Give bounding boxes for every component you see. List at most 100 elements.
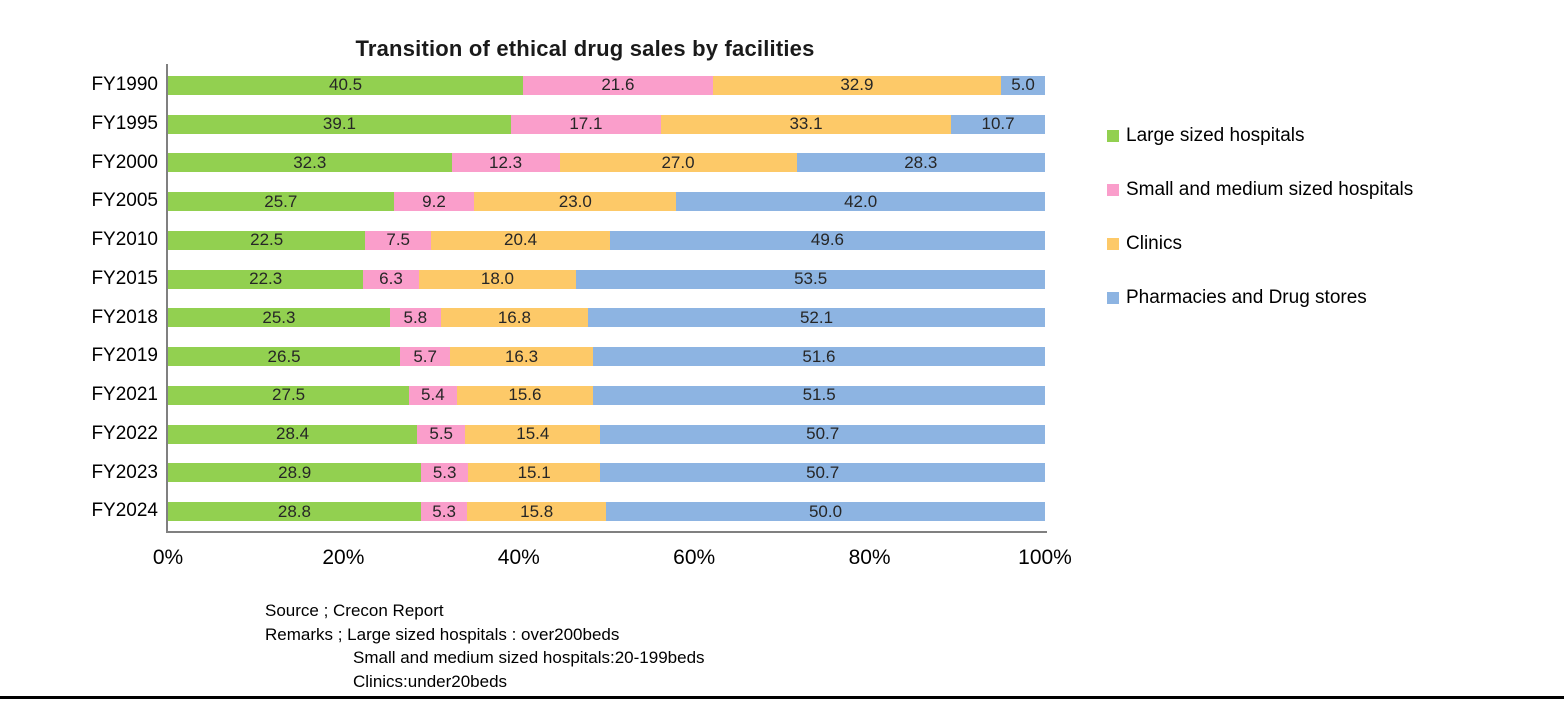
source-notes: Source ; Crecon Report Remarks ; Large s… xyxy=(265,599,705,693)
bar-segment: 25.3 xyxy=(168,307,390,328)
bar-value-label: 17.1 xyxy=(569,114,603,134)
bar-segment: 5.4 xyxy=(409,385,457,405)
bar-value-label: 15.6 xyxy=(508,385,542,405)
y-axis-label: FY2018 xyxy=(91,306,158,328)
bar-value-label: 5.3 xyxy=(432,501,456,521)
bar-value-label: 50.0 xyxy=(808,501,843,521)
bar-segment: 12.3 xyxy=(451,152,560,173)
bar-segment: 39.1 xyxy=(168,114,511,134)
bar-segment: 21.6 xyxy=(523,75,713,95)
bar-row-fy2022: 28.4 5.5 15.4 50.7 xyxy=(168,415,1045,454)
bar-segment: 6.3 xyxy=(363,269,419,289)
bar-segment: 5.0 xyxy=(1001,75,1045,95)
bar-value-label: 28.8 xyxy=(277,501,311,521)
bar-value-label: 15.8 xyxy=(520,501,554,521)
x-axis-tick: 80% xyxy=(848,546,891,569)
bar-segment: 32.3 xyxy=(168,153,452,173)
x-axis-tick: 20% xyxy=(322,546,365,569)
bar-segment: 15.6 xyxy=(456,385,594,405)
bar-value-label: 23.0 xyxy=(558,191,592,211)
bar-segment: 28.9 xyxy=(168,462,422,483)
bar-value-label: 15.1 xyxy=(517,462,551,482)
bar-value-label: 5.8 xyxy=(403,307,428,327)
bar-segment: 25.7 xyxy=(168,192,394,212)
bar-segment: 5.8 xyxy=(389,307,441,328)
bar-row-fy2015: 22.3 6.3 18.0 53.5 xyxy=(168,260,1045,299)
bar-segment: 26.5 xyxy=(168,347,401,367)
y-axis-label: FY2022 xyxy=(91,422,158,444)
bar-value-label: 5.0 xyxy=(1011,75,1035,95)
bar-segment: 16.8 xyxy=(440,307,589,328)
y-axis-label: FY2010 xyxy=(91,229,158,250)
bar-segment: 10.7 xyxy=(951,114,1045,134)
y-axis-labels: FY1990 FY1995 FY2000 FY2005 FY2010 FY2015 FY20… xyxy=(0,66,158,531)
note-source: Source ; Crecon Report xyxy=(265,601,444,620)
bar-segment: 42.0 xyxy=(676,191,1045,212)
legend-item-clinics: Clinics xyxy=(1107,230,1413,257)
bar-segment: 40.5 xyxy=(168,75,524,95)
y-axis-label: FY2005 xyxy=(91,190,158,212)
bar-segment: 32.9 xyxy=(712,75,1002,95)
bar-value-label: 49.6 xyxy=(810,230,845,250)
bar-segment: 23.0 xyxy=(474,191,677,212)
bottom-border-line xyxy=(0,696,1564,699)
bar-value-label: 53.5 xyxy=(794,269,828,289)
bar-value-label: 16.8 xyxy=(497,307,531,327)
legend-label: Large sized hospitals xyxy=(1126,124,1305,146)
bar-segment: 52.1 xyxy=(588,308,1045,328)
chart-title: Transition of ethical drug sales by faci… xyxy=(355,36,815,61)
legend: Large sized hospitals Small and medium s… xyxy=(1107,122,1413,338)
bar-value-label: 27.5 xyxy=(272,385,306,405)
bar-value-label: 12.3 xyxy=(488,152,523,172)
bar-row-fy2024: 28.8 5.3 15.8 50.0 xyxy=(168,492,1045,531)
bar-segment: 5.3 xyxy=(421,463,468,483)
bar-value-label: 22.3 xyxy=(249,269,283,289)
bar-segment: 28.3 xyxy=(796,153,1045,173)
legend-item-small-medium-hospitals: Small and medium sized hospitals xyxy=(1107,176,1413,203)
bar-segment: 28.8 xyxy=(168,501,421,522)
bar-value-label: 6.3 xyxy=(379,269,403,289)
bar-value-label: 42.0 xyxy=(844,191,878,211)
legend-item-large-hospitals: Large sized hospitals xyxy=(1107,122,1413,149)
bar-value-label: 28.9 xyxy=(278,462,312,482)
bar-row-fy1990: 40.5 21.6 32.9 5.0 xyxy=(168,66,1045,105)
legend-label: Clinics xyxy=(1126,232,1182,254)
bar-value-label: 5.7 xyxy=(413,346,437,366)
y-axis-label: FY1995 xyxy=(91,112,158,134)
bar-value-label: 16.3 xyxy=(504,346,539,366)
bar-value-label: 40.5 xyxy=(329,75,363,95)
bar-segment: 17.1 xyxy=(510,114,661,134)
bar-segment: 27.5 xyxy=(168,385,410,405)
bar-row-fy1995: 39.1 17.1 33.1 10.7 xyxy=(168,105,1045,144)
bar-segment: 50.7 xyxy=(600,463,1045,483)
bar-row-fy2018: 25.3 5.8 16.8 52.1 xyxy=(168,299,1045,338)
y-axis-label: FY2021 xyxy=(91,384,158,405)
note-remarks-clinics: Clinics:under20beds xyxy=(353,671,508,691)
x-axis-line xyxy=(166,531,1047,533)
bar-value-label: 33.1 xyxy=(789,114,823,134)
bar-value-label: 25.3 xyxy=(262,307,296,327)
bar-segment: 15.1 xyxy=(467,462,601,483)
legend-label: Small and medium sized hospitals xyxy=(1126,178,1414,200)
bar-value-label: 7.5 xyxy=(386,230,411,250)
bar-segment: 22.3 xyxy=(168,269,364,289)
note-remarks-small-medium-hospitals: Small and medium sized hospitals:20-199b… xyxy=(353,648,705,667)
bar-segment: 50.7 xyxy=(600,424,1045,444)
bar-row-fy2010: 22.5 7.5 20.4 49.6 xyxy=(168,221,1045,260)
bar-segment: 51.6 xyxy=(592,347,1045,367)
plot-area: 40.5 21.6 32.9 5.0 39.1 17.1 33.1 10.7 32.3 12.3 2… xyxy=(168,66,1045,531)
bar-row-fy2023: 28.9 5.3 15.1 50.7 xyxy=(168,454,1045,493)
x-axis-tick: 60% xyxy=(673,546,716,569)
bar-segment: 33.1 xyxy=(660,114,952,134)
x-axis-ticks: 0% 20% 40% 60% 80% 100% xyxy=(153,546,1072,574)
bar-segment: 15.4 xyxy=(465,424,601,444)
x-axis-tick: 100% xyxy=(1018,546,1072,569)
bar-segment: 18.0 xyxy=(418,269,577,289)
y-axis-label: FY2024 xyxy=(91,500,158,522)
y-axis-label: FY2000 xyxy=(91,151,158,173)
bar-value-label: 50.7 xyxy=(806,424,840,444)
bar-segment: 15.8 xyxy=(467,501,607,522)
bar-value-label: 28.4 xyxy=(275,424,310,444)
bar-value-label: 10.7 xyxy=(981,114,1015,134)
